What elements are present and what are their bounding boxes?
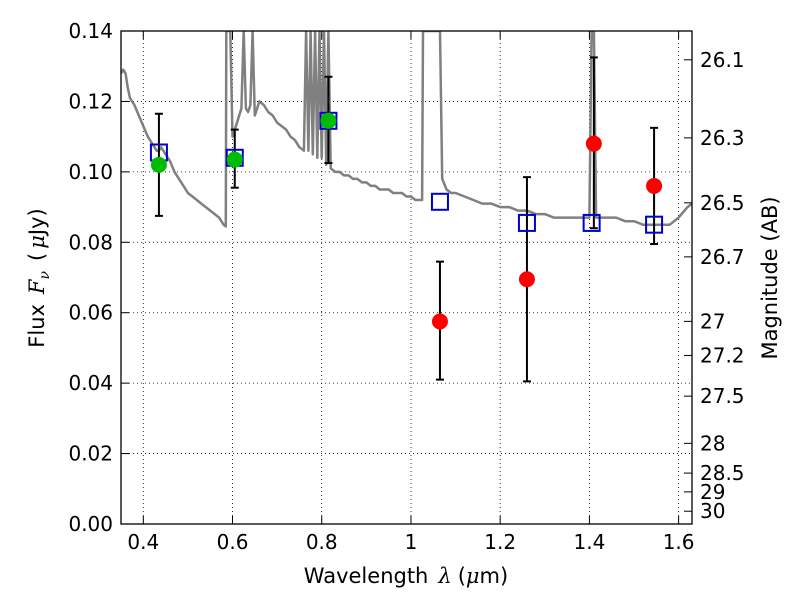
y2-tick-label: 27.5 (700, 384, 745, 408)
model-photometry-square (645, 215, 664, 234)
model-spectrum-line (121, 31, 692, 228)
y2-tick-label: 26.5 (700, 191, 745, 215)
x-axis-label-text: Wavelength (304, 564, 429, 588)
y-tick-label: 0.10 (68, 160, 113, 184)
y2-tick-label: 28 (700, 431, 725, 455)
y2-tick-label: 26.7 (700, 245, 745, 269)
x-axis-label-unit-open: ( (458, 564, 466, 588)
y2-tick-label: 28.5 (700, 461, 745, 485)
y-axis-label-symbol: F (25, 278, 49, 295)
y-tick-label: 0.02 (68, 442, 113, 466)
observed-photometry-point (431, 313, 448, 330)
y-tick-label: 0.00 (68, 512, 113, 536)
observed-photometry-point (320, 112, 337, 129)
y2-tick-label: 27 (700, 309, 725, 333)
observed-photometry-point (646, 177, 663, 194)
y-tick-label: 0.06 (68, 301, 113, 325)
y-axis-label-unit-mu: μ (25, 235, 49, 249)
x-tick-label: 0.8 (306, 530, 338, 554)
x-tick-label: 0.4 (127, 530, 159, 554)
x-axis-label: Wavelength λ (μm) (304, 564, 508, 588)
observed-photometry-point (226, 151, 243, 168)
y2-tick-label: 29 (700, 480, 725, 504)
y2-tick-label: 27.2 (700, 343, 745, 367)
model-photometry-square (582, 213, 601, 232)
y2-tick-label: 26.3 (700, 126, 745, 150)
y-tick-label: 0.04 (68, 371, 113, 395)
y2-tick-label: 26.1 (700, 48, 745, 72)
y-axis-label: Flux Fν ( μJy) (25, 208, 53, 347)
y2-axis-label: Magnitude (AB) (758, 196, 782, 359)
x-tick-label: 1.6 (663, 530, 695, 554)
x-tick-label: 1 (405, 530, 418, 554)
y2-tick-label: 30 (700, 499, 725, 523)
y-axis-label-symbol-sub: ν (37, 270, 53, 279)
y-tick-label: 0.12 (68, 89, 113, 113)
y-tick-label: 0.14 (68, 19, 113, 43)
y-tick-label: 0.08 (68, 230, 113, 254)
y-axis-label-text: Flux (25, 304, 49, 348)
observed-photometry-point (150, 156, 167, 173)
x-axis-label-symbol: λ (437, 564, 451, 588)
observed-photometry-point (585, 135, 602, 152)
x-tick-label: 1.4 (573, 530, 605, 554)
model-photometry-square (430, 192, 449, 211)
plot-area: 0.4 0.6 0.8 1 1.2 1.4 1.6 0.00 0.02 0.04 0.06 0.08 0… (68, 19, 744, 554)
plot-series-group (121, 31, 692, 383)
plot-frame (120, 30, 693, 525)
observed-photometry-point (518, 271, 535, 288)
x-tick-label: 1.2 (484, 530, 516, 554)
x-axis-label-unit-mu: μ (466, 564, 480, 588)
y-axis-label-unit-open: ( (25, 253, 49, 261)
model-photometry-square (517, 213, 536, 232)
y-axis-label-unit-rest: Jy) (25, 208, 49, 237)
x-axis-label-unit-rest: m) (480, 564, 509, 588)
x-tick-label: 0.6 (217, 530, 249, 554)
